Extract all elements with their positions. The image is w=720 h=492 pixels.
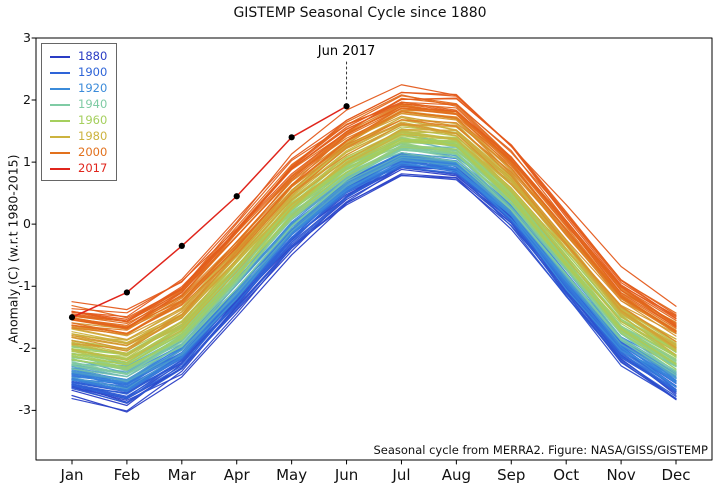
y-tick-label--2: -2 [18, 340, 31, 356]
legend-item-1980: 1980 [50, 130, 107, 143]
y-tick-label--1: -1 [18, 278, 31, 294]
legend-label: 1900 [78, 64, 108, 79]
x-tick-label-aug: Aug [441, 466, 472, 484]
x-tick-label-nov: Nov [606, 466, 636, 484]
y-axis-label: Anomaly (C) (w.r.t 1980-2015) [5, 154, 21, 344]
x-tick-label-apr: Apr [223, 466, 250, 484]
x-tick-label-jun: Jun [334, 466, 359, 484]
legend-item-1880: 1880 [50, 50, 107, 63]
legend-line-swatch [50, 135, 70, 138]
x-tick-label-jan: Jan [60, 466, 84, 484]
legend-label: 2017 [78, 160, 108, 175]
y-tick-label-0: 0 [23, 216, 31, 232]
legend-item-1920: 1920 [50, 82, 107, 95]
y-tick-label--3: -3 [18, 402, 31, 418]
legend-line-swatch [50, 87, 70, 90]
legend-line-swatch [50, 71, 70, 74]
legend-item-1940: 1940 [50, 98, 107, 111]
legend-label: 1960 [78, 112, 108, 127]
legend: 1880 1900 1920 1940 1960 1980 2000 2017 [41, 43, 118, 181]
legend-label: 1920 [78, 80, 108, 95]
legend-line-swatch [50, 55, 70, 58]
legend-item-1900: 1900 [50, 66, 107, 79]
annotation-jun-2017: Jun 2017 [317, 44, 376, 59]
legend-item-2000: 2000 [50, 146, 107, 159]
y-tick-label-1: 1 [23, 154, 31, 170]
legend-line-swatch [50, 167, 70, 170]
legend-line-swatch [50, 151, 70, 154]
x-tick-label-feb: Feb [113, 466, 141, 484]
y-tick-label-2: 2 [23, 92, 31, 108]
x-tick-label-sep: Sep [497, 466, 526, 484]
legend-label: 1880 [78, 48, 108, 63]
source-caption: Seasonal cycle from MERRA2. Figure: NASA… [373, 443, 708, 457]
x-tick-label-mar: Mar [167, 466, 196, 484]
x-tick-label-may: May [276, 466, 308, 484]
legend-line-swatch [50, 103, 70, 106]
legend-item-2017: 2017 [50, 162, 107, 175]
legend-label: 1940 [78, 96, 108, 111]
x-tick-label-jul: Jul [392, 466, 411, 484]
x-tick-label-oct: Oct [553, 466, 580, 484]
y-tick-label-3: 3 [23, 30, 31, 45]
chart-title: GISTEMP Seasonal Cycle since 1880 [233, 5, 487, 21]
legend-item-1960: 1960 [50, 114, 107, 127]
x-tick-label-dec: Dec [661, 466, 691, 484]
legend-label: 1980 [78, 128, 108, 143]
legend-line-swatch [50, 119, 70, 122]
legend-label: 2000 [78, 144, 108, 159]
